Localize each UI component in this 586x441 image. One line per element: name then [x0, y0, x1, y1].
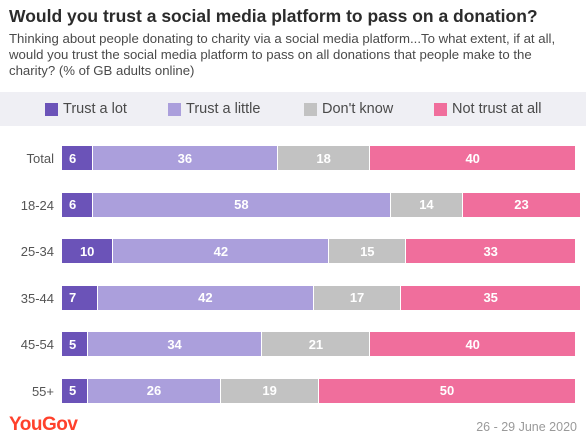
bar-segment-total-not-trust-at-all: 40: [370, 146, 575, 170]
bar-segment-35-44-not-trust-at-all: 35: [401, 285, 581, 310]
bar-segment-35-44-trust-a-lot: 7: [62, 285, 97, 310]
bar-segment-35-44-don-t-know: 17: [313, 285, 401, 310]
data-label-55-don-t-know: 19: [262, 383, 277, 398]
bar-segment-45-54-not-trust-at-all: 40: [370, 332, 575, 356]
bar-segment-45-54-trust-a-little: 34: [87, 332, 262, 356]
legend-swatch-trust-a-lot: [45, 102, 58, 116]
fieldwork-date: 26 - 29 June 2020: [476, 420, 577, 434]
bar-segment-total-don-t-know: 18: [277, 146, 370, 170]
legend-swatch-dont-know: [304, 102, 317, 116]
row-label-25-34: 25-34: [20, 244, 54, 259]
data-label-45-54-trust-a-lot: 5: [69, 336, 77, 352]
legend-swatch-trust-a-little: [168, 102, 181, 116]
row-label-35-44: 35-44: [20, 290, 54, 306]
bar-segment-18-24-don-t-know: 14: [390, 192, 462, 217]
legend-label-trust-a-little: Trust a little: [186, 101, 261, 117]
bar-segment-25-34-don-t-know: 15: [329, 239, 406, 263]
row-label-18-24: 18-24: [20, 197, 54, 213]
data-label-35-44-trust-a-lot: 7: [69, 290, 77, 305]
bar-segment-18-24-not-trust-at-all: 23: [462, 192, 581, 217]
data-label-total-not-trust-at-all: 40: [465, 150, 480, 166]
data-label-35-44-don-t-know: 17: [349, 290, 365, 305]
stacked-bar-chart: Total 6 36 18 40 18-24 6 58 14 23 25-34 10 42 15 33 35-…: [0, 126, 586, 408]
chart-subtitle: Thinking about people donating to charit…: [9, 31, 556, 78]
bar-segment-25-34-trust-a-lot: 10: [62, 239, 113, 263]
bar-segment-total-trust-a-little: 36: [92, 146, 277, 170]
legend-item-not-trust-at-all: Not trust at all: [434, 101, 541, 117]
bar-segment-25-34-not-trust-at-all: 33: [406, 239, 575, 263]
data-label-45-54-trust-a-little: 34: [167, 336, 182, 352]
bar-segment-55-trust-a-little: 26: [87, 378, 221, 403]
legend-item-dont-know: Don't know: [304, 101, 393, 117]
bar-segment-total-trust-a-lot: 6: [62, 146, 92, 170]
data-label-45-54-not-trust-at-all: 40: [465, 336, 480, 352]
data-label-18-24-don-t-know: 14: [419, 197, 434, 212]
row-label-45-54: 45-54: [20, 337, 54, 352]
bar-segment-45-54-trust-a-lot: 5: [62, 332, 87, 356]
yougov-logo: YouGov: [9, 414, 78, 435]
data-label-25-34-not-trust-at-all: 33: [483, 243, 498, 259]
legend-label-not-trust-at-all: Not trust at all: [452, 101, 542, 117]
legend-label-trust-a-lot: Trust a lot: [63, 101, 127, 117]
data-label-25-34-trust-a-little: 42: [213, 243, 229, 259]
data-label-55-not-trust-at-all: 50: [439, 383, 455, 398]
bar-segment-45-54-don-t-know: 21: [262, 332, 370, 356]
row-label-55: 55+: [31, 383, 54, 399]
data-label-18-24-trust-a-lot: 6: [69, 197, 77, 212]
data-label-18-24-not-trust-at-all: 23: [514, 197, 529, 212]
legend: Trust a lot Trust a little Don't know No…: [0, 92, 586, 126]
data-label-total-trust-a-little: 36: [177, 150, 193, 166]
legend-item-trust-a-lot: Trust a lot: [45, 101, 127, 117]
legend-label-dont-know: Don't know: [322, 101, 394, 117]
bar-segment-18-24-trust-a-little: 58: [92, 192, 390, 217]
data-label-45-54-don-t-know: 21: [308, 336, 324, 352]
bar-segment-25-34-trust-a-little: 42: [113, 239, 329, 263]
bar-segment-55-trust-a-lot: 5: [62, 378, 87, 403]
data-label-18-24-trust-a-little: 58: [234, 197, 249, 212]
data-label-total-trust-a-lot: 6: [69, 150, 77, 166]
data-label-55-trust-a-lot: 5: [69, 383, 77, 398]
data-label-25-34-don-t-know: 15: [360, 243, 375, 259]
bar-segment-35-44-trust-a-little: 42: [97, 285, 313, 310]
bar-segment-55-don-t-know: 19: [221, 378, 318, 403]
data-label-35-44-not-trust-at-all: 35: [483, 290, 498, 305]
data-label-25-34-trust-a-lot: 10: [79, 243, 95, 259]
data-label-55-trust-a-little: 26: [146, 383, 162, 398]
chart-title: Would you trust a social media platform …: [9, 6, 538, 26]
legend-swatch-not-trust-at-all: [434, 102, 447, 116]
legend-item-trust-a-little: Trust a little: [168, 101, 260, 117]
row-label-total: Total: [26, 151, 54, 166]
bar-segment-18-24-trust-a-lot: 6: [62, 192, 92, 217]
bar-segment-55-not-trust-at-all: 50: [319, 378, 575, 403]
data-label-35-44-trust-a-little: 42: [198, 290, 213, 305]
data-label-total-don-t-know: 18: [316, 150, 331, 166]
